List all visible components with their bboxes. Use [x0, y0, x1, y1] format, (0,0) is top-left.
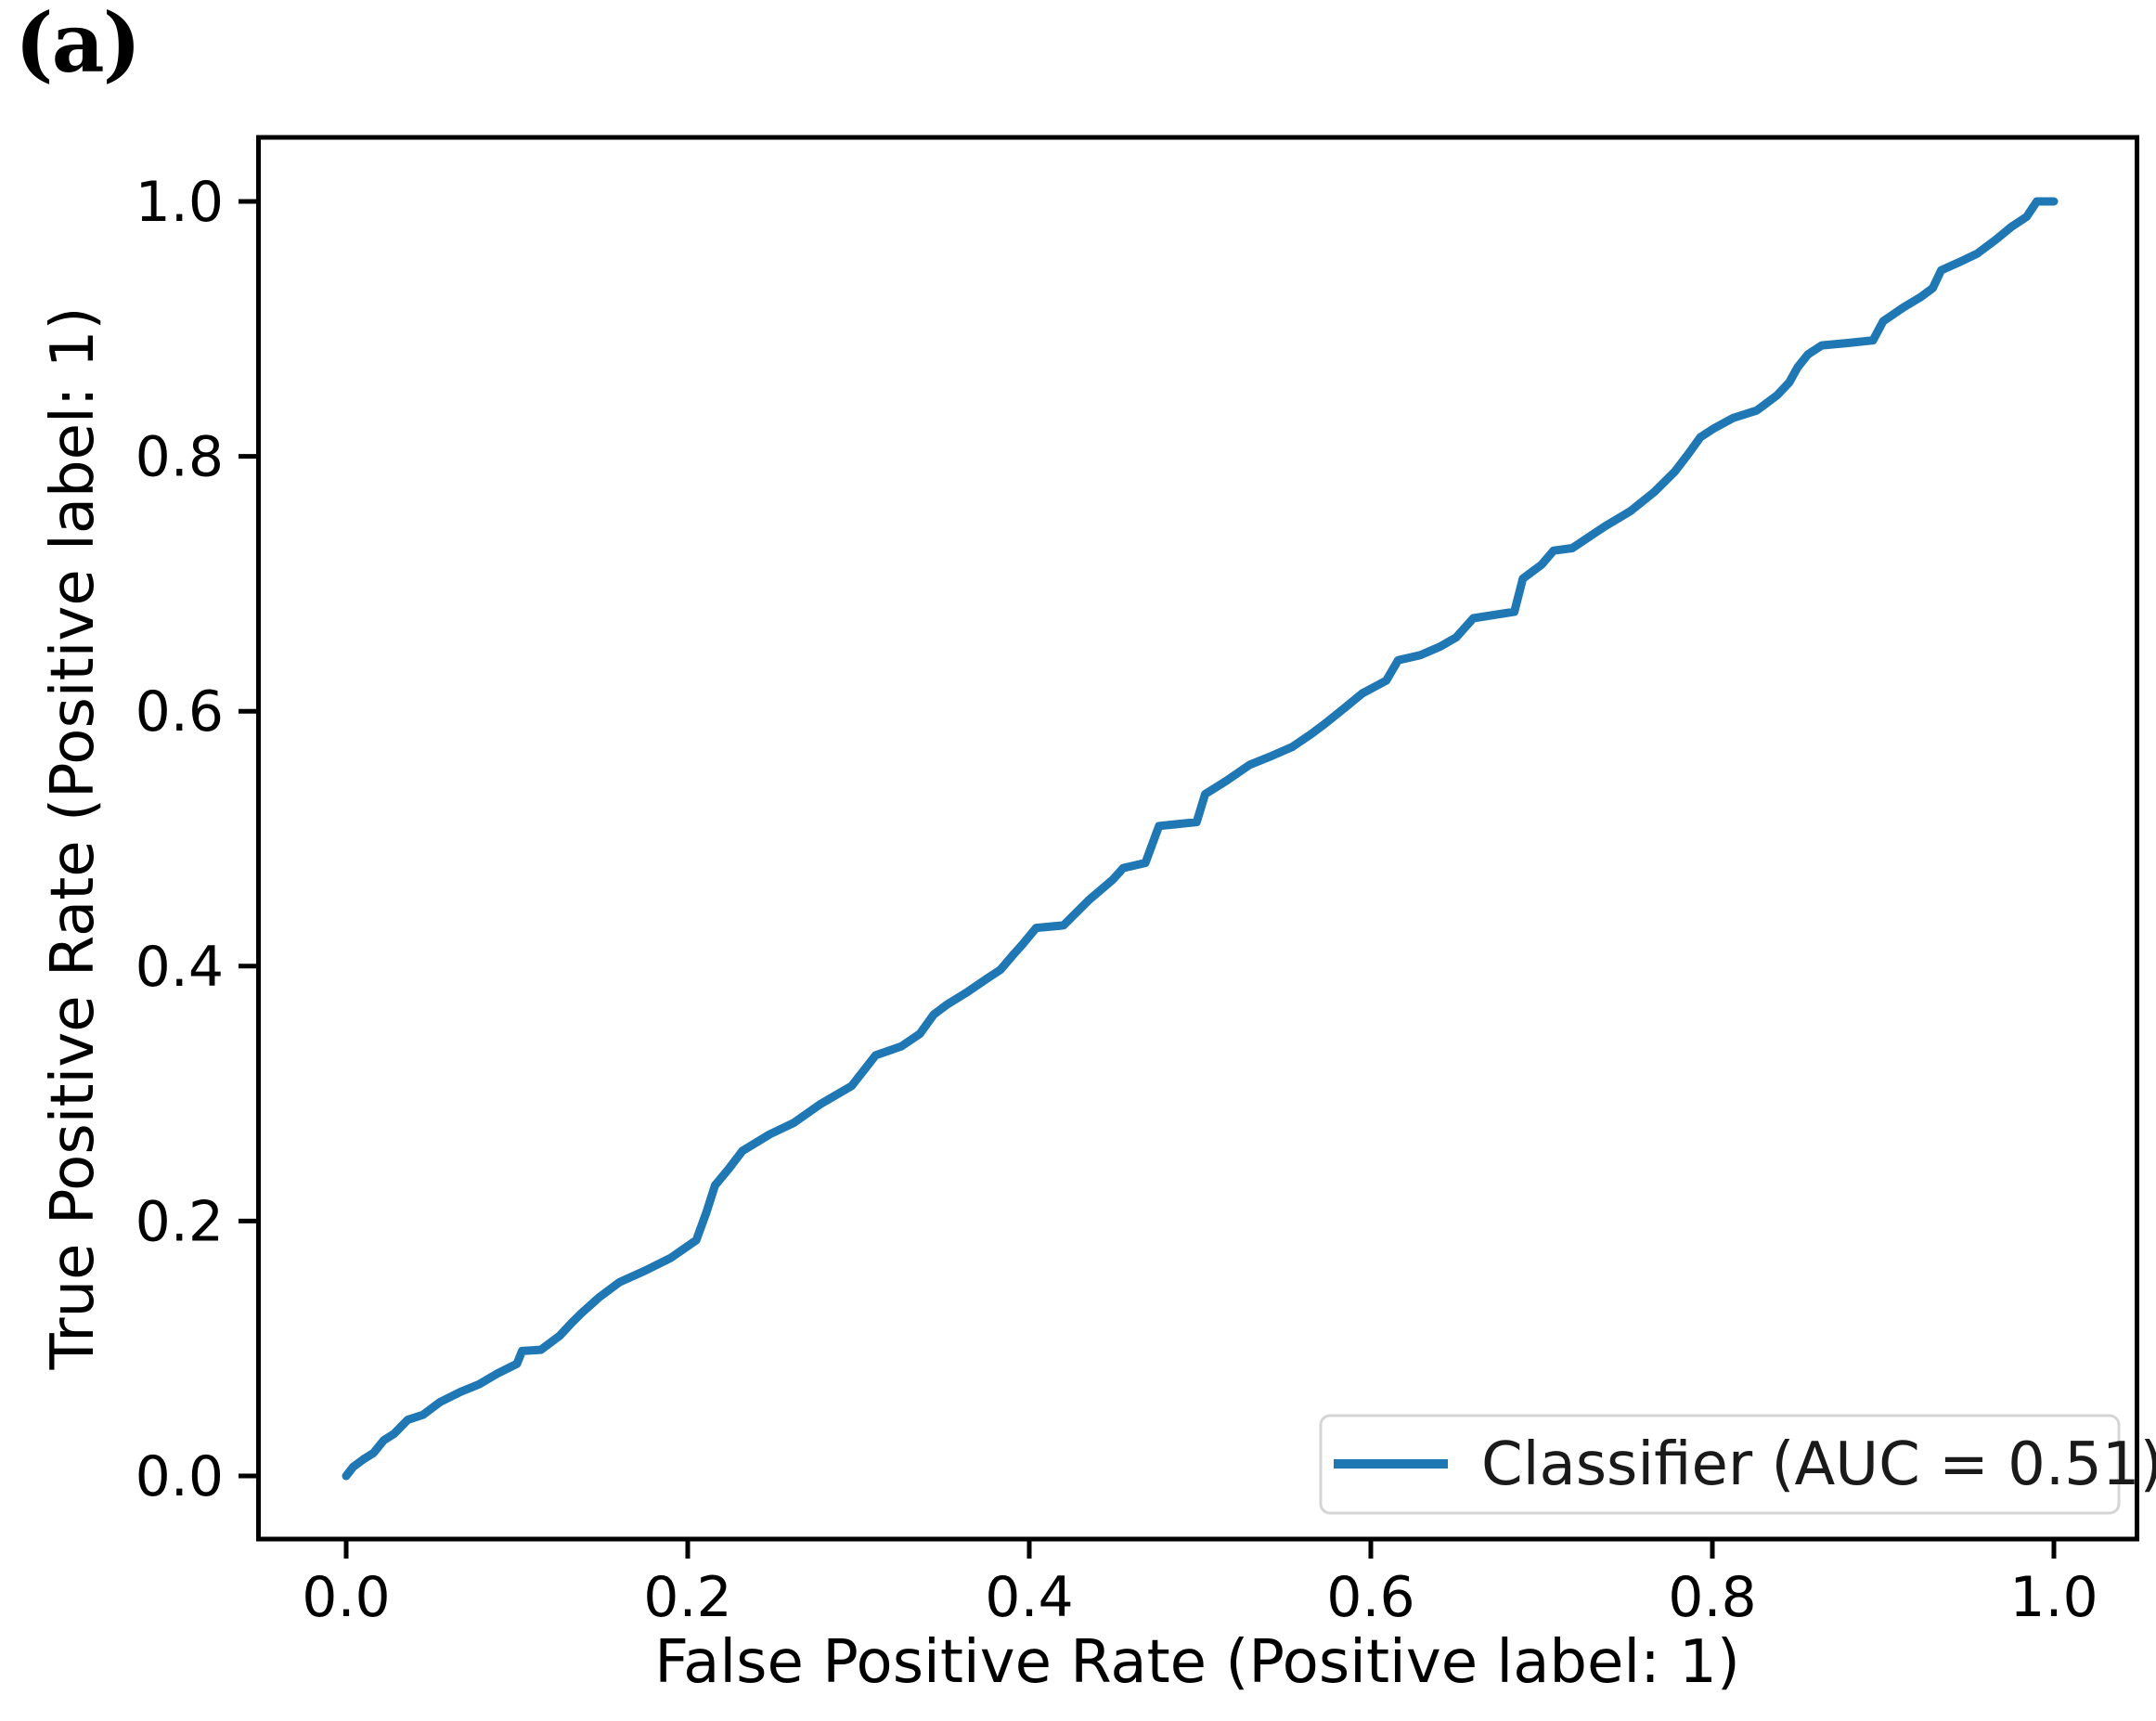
x-axis-ticks: 0.0 0.2 0.4 0.6 0.8 1.0	[302, 1539, 2098, 1630]
x-axis-label: False Positive Rate (Positive label: 1)	[654, 1628, 1740, 1697]
y-tick-label: 0.2	[136, 1189, 224, 1254]
x-tick-label: 0.2	[643, 1565, 731, 1630]
x-tick-label: 1.0	[2009, 1565, 2098, 1630]
y-axis-ticks: 0.0 0.2 0.4 0.6 0.8 1.0	[136, 170, 258, 1509]
x-tick-label: 0.6	[1326, 1565, 1414, 1630]
y-axis-label: True Positive Rate (Positive label: 1)	[39, 307, 108, 1371]
plot-area	[261, 139, 2135, 1538]
x-tick-label: 0.4	[985, 1565, 1073, 1630]
y-tick-label: 0.6	[136, 679, 224, 744]
panel-label: (a)	[15, 0, 141, 91]
y-tick-label: 0.8	[136, 425, 224, 490]
x-tick-label: 0.8	[1668, 1565, 1756, 1630]
y-tick-label: 1.0	[136, 170, 224, 235]
legend-label: Classifier (AUC = 0.51)	[1481, 1430, 2156, 1499]
legend: Classifier (AUC = 0.51)	[1319, 1414, 2156, 1515]
roc-curve-line	[342, 197, 2059, 1481]
x-tick-label: 0.0	[302, 1565, 390, 1630]
axes-spines	[256, 135, 2139, 1542]
y-tick-label: 0.0	[136, 1444, 224, 1509]
y-tick-label: 0.4	[136, 935, 224, 1000]
legend-box	[1319, 1414, 2121, 1515]
